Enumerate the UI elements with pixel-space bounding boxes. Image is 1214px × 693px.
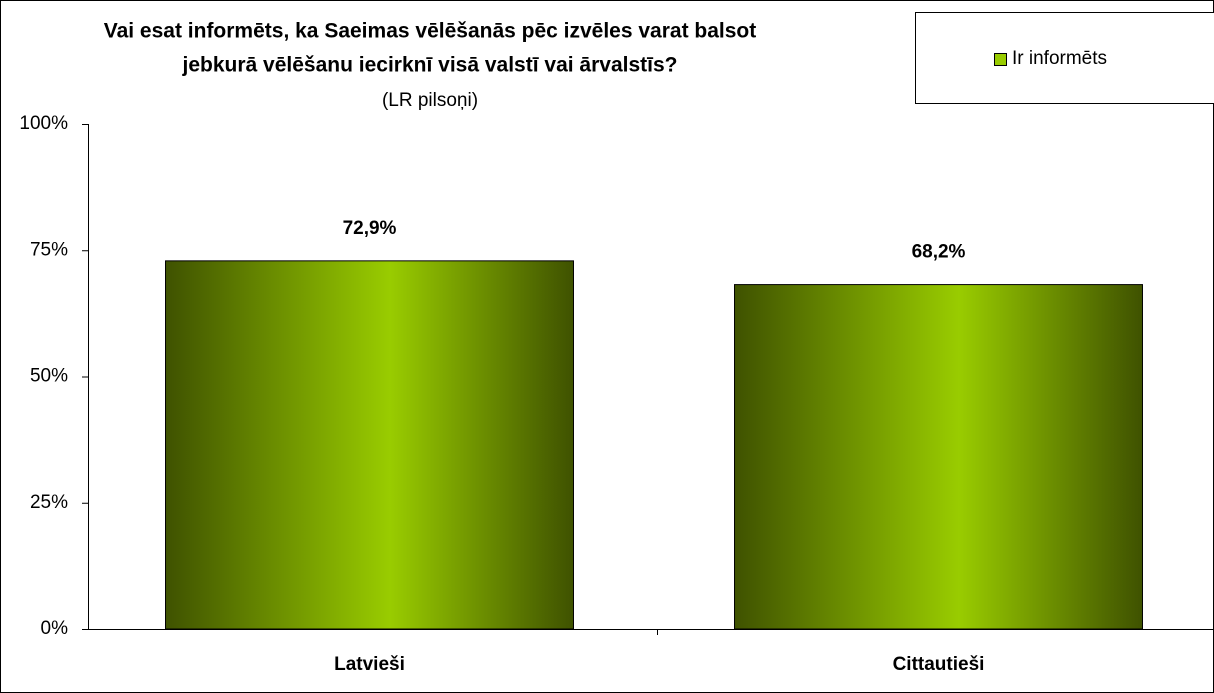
y-tick-label: 75%	[30, 239, 68, 260]
x-tick-label: Latvieši	[334, 654, 405, 675]
legend-label: Ir informēts	[1012, 48, 1107, 69]
chart-title: Vai esat informēts, ka Saeimas vēlēšanās…	[104, 20, 757, 43]
legend-swatch	[994, 53, 1007, 66]
data-label: 68,2%	[912, 242, 966, 263]
y-tick-label: 25%	[30, 492, 68, 513]
data-label: 72,9%	[343, 218, 397, 239]
chart-title: jebkurā vēlēšanu iecirknī visā valstī va…	[182, 54, 678, 77]
chart-subtitle: (LR pilsoņi)	[382, 90, 478, 111]
bar	[165, 260, 574, 630]
y-tick-label: 50%	[30, 366, 68, 387]
y-tick-label: 100%	[19, 113, 68, 134]
x-tick-label: Cittautieši	[893, 654, 985, 675]
legend-box	[915, 12, 1214, 104]
bar	[734, 284, 1143, 630]
y-tick-label: 0%	[41, 618, 69, 639]
